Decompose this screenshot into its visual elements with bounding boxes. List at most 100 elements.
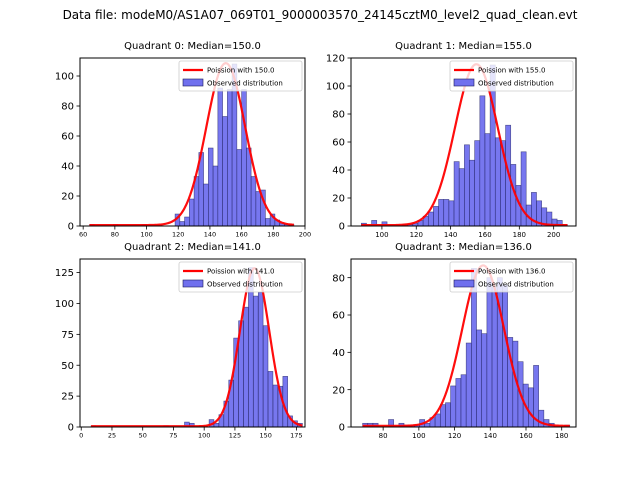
- axes-frame: [79, 258, 306, 428]
- x-tick-label: 140: [444, 231, 457, 239]
- histogram-bar: [460, 374, 467, 427]
- legend: Poission with 136.0 Observed distribution: [449, 261, 574, 293]
- histogram-bar: [455, 378, 462, 427]
- histogram-bar: [486, 277, 493, 427]
- y-tick-label: 120: [326, 54, 345, 65]
- histogram-bar: [381, 221, 388, 226]
- histogram-bar: [184, 216, 190, 226]
- legend-observed-swatch: [182, 78, 204, 87]
- figure-suptitle: Data file: modeM0/AS1A07_069T01_90000035…: [62, 8, 578, 22]
- y-tick-label: 40: [61, 162, 74, 173]
- histogram-bar: [434, 413, 441, 427]
- histogram-bar: [253, 295, 259, 427]
- histogram-bar: [528, 387, 534, 427]
- y-tick-label: 0: [68, 222, 74, 233]
- histogram-bar: [450, 385, 457, 427]
- histogram-bar: [236, 149, 242, 226]
- poisson-curve: [362, 264, 570, 427]
- x-tick-label: 100: [198, 432, 210, 440]
- histogram-bar: [494, 137, 501, 226]
- x-tick-label: 50: [139, 432, 147, 440]
- x-tick-label: 180: [267, 231, 279, 239]
- histogram-bar: [212, 165, 219, 226]
- histogram-bar: [179, 221, 185, 226]
- y-tick-label: 50: [61, 361, 74, 372]
- histogram-bar: [458, 168, 465, 226]
- histogram-bar: [208, 147, 214, 226]
- histogram-bar: [250, 176, 257, 226]
- legend: Poission with 155.0 Observed distribution: [449, 60, 574, 92]
- y-tick-label: 60: [61, 132, 74, 143]
- legend: Poission with 150.0 Observed distribution: [178, 60, 303, 92]
- histogram-bar: [427, 211, 434, 226]
- histogram-bar: [243, 306, 249, 427]
- legend-label-observed: Observed distribution: [478, 80, 554, 88]
- histogram-bar: [433, 206, 439, 226]
- histogram-bar: [257, 292, 264, 427]
- histogram-bar: [203, 183, 209, 226]
- y-tick-label: 20: [332, 194, 345, 205]
- x-tick-label: 120: [172, 231, 184, 239]
- legend-label-poisson: Poission with 150.0: [207, 67, 275, 75]
- histogram-bar: [213, 422, 220, 427]
- x-tick-label: 120: [410, 231, 423, 239]
- histogram-bar: [465, 342, 472, 427]
- x-tick-label: 160: [235, 231, 247, 239]
- histogram-bar: [260, 189, 266, 226]
- x-tick-label: 175: [290, 432, 302, 440]
- y-tick-label: 60: [332, 138, 345, 149]
- x-tick-label: 60: [79, 231, 87, 239]
- axes-frame: [79, 57, 306, 227]
- histogram-bar: [265, 218, 271, 226]
- x-tick-label: 80: [111, 231, 119, 239]
- histogram-bar: [193, 176, 200, 226]
- legend-box: [449, 60, 574, 92]
- histogram-bar: [453, 161, 460, 226]
- legend-label-observed: Observed distribution: [207, 281, 283, 289]
- legend-observed-swatch: [453, 78, 475, 87]
- histogram-bar: [255, 191, 261, 226]
- y-tick-label: 100: [55, 72, 74, 83]
- y-tick-label: 40: [332, 166, 345, 177]
- x-tick-label: 150: [259, 432, 271, 440]
- histogram-bar: [481, 333, 488, 427]
- quadrant-1-panel: 100 120 140 160 180 200 0 20 40 60 80 100 120 Quadran…: [326, 41, 577, 239]
- y-tick-label: 25: [61, 392, 74, 403]
- y-tick-label: 40: [332, 348, 345, 359]
- x-tick-label: 160: [478, 231, 491, 239]
- legend-box: [178, 261, 303, 293]
- histogram-bar: [222, 116, 228, 226]
- histogram-bar: [217, 87, 223, 226]
- panel-title: Quadrant 3: Median=136.0: [395, 242, 532, 253]
- poisson-curve: [91, 267, 303, 427]
- histogram-bar: [491, 286, 498, 427]
- x-tick-label: 180: [513, 231, 526, 239]
- x-tick-label: 140: [484, 432, 497, 440]
- legend: Poission with 141.0 Observed distribution: [178, 261, 303, 293]
- legend-label-poisson: Poission with 155.0: [478, 67, 546, 75]
- histogram-bar: [502, 284, 508, 427]
- histogram-bar: [424, 422, 431, 427]
- histogram-bar: [479, 95, 486, 226]
- quadrant-2-panel: 0 25 50 75 100 125 150 175 0 25 50 75 100 125 Quadrant…: [55, 242, 306, 440]
- x-tick-label: 100: [412, 432, 425, 440]
- x-tick-label: 100: [375, 231, 388, 239]
- y-tick-label: 0: [339, 423, 345, 434]
- y-tick-label: 0: [68, 423, 74, 434]
- histogram-bar: [520, 151, 527, 226]
- y-tick-label: 80: [332, 273, 345, 284]
- legend-label-poisson: Poission with 141.0: [207, 268, 275, 276]
- histogram-bar: [538, 409, 545, 427]
- legend-observed-swatch: [453, 279, 475, 288]
- y-tick-label: 60: [332, 311, 345, 322]
- legend-label-observed: Observed distribution: [478, 281, 554, 289]
- legend-label-observed: Observed distribution: [207, 80, 283, 88]
- x-tick-label: 25: [108, 432, 116, 440]
- x-tick-label: 100: [140, 231, 152, 239]
- histogram-bar: [464, 144, 470, 226]
- quadrant-3-panel: 80 100 120 140 160 180 0 20 40 60 80 Quadrant 3: Me…: [332, 242, 577, 440]
- panel-title: Quadrant 1: Median=155.0: [395, 41, 532, 52]
- histogram-bar: [262, 325, 269, 427]
- x-tick-label: 80: [379, 432, 388, 440]
- y-tick-label: 80: [332, 110, 345, 121]
